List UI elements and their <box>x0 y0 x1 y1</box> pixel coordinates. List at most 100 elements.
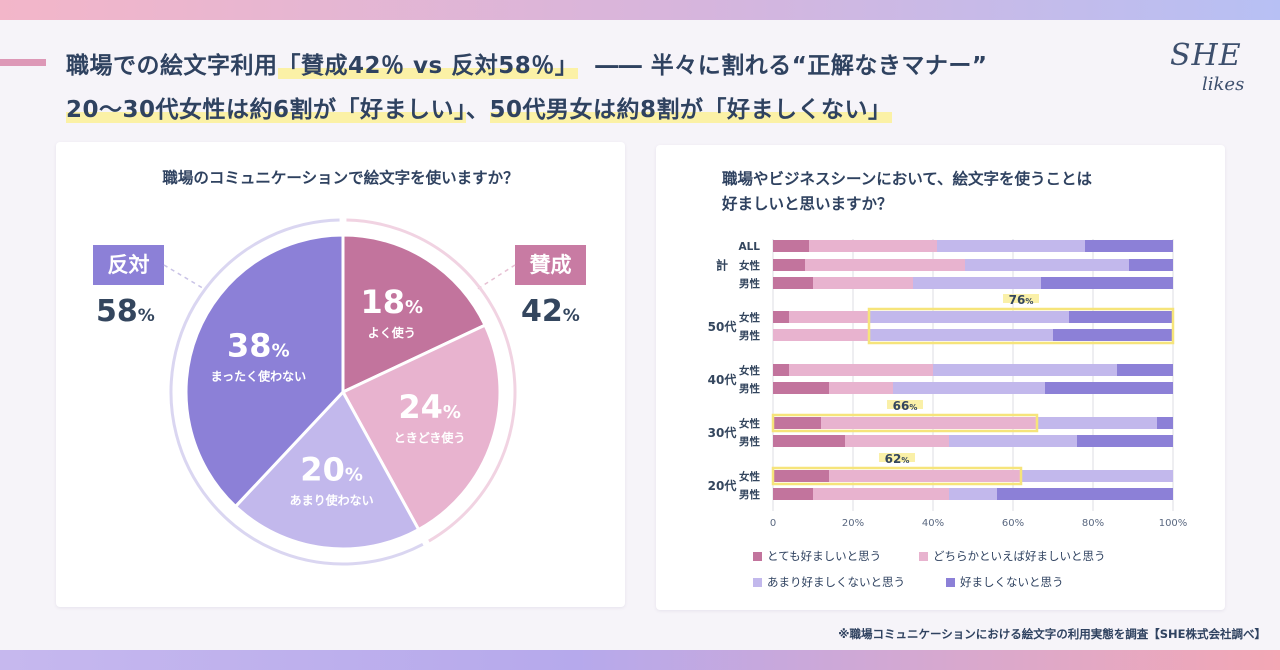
bottom-gradient-band <box>0 650 1280 670</box>
legend-item: どちらかといえば好ましいと思う <box>919 548 1106 564</box>
group-label: 20代 <box>708 478 737 493</box>
bar-seg-rarely <box>933 364 1117 376</box>
slice-often-label: よく使う <box>368 325 416 340</box>
bar-seg-never <box>1129 259 1173 271</box>
bar-seg-often <box>773 259 805 271</box>
bar-seg-never <box>1041 277 1173 289</box>
row-label: 男性 <box>739 277 760 290</box>
headline-text: 職場での絵文字利用 <box>66 53 278 79</box>
bar-seg-never <box>997 488 1173 500</box>
bar-seg-rarely <box>1037 417 1157 429</box>
pie-chart-panel: 職場のコミュニケーションで絵文字を使いますか？ 反対 58% 賛成 42% 18… <box>56 142 625 607</box>
bar-seg-often <box>773 277 813 289</box>
headline-highlight-young: 20〜30代女性は約6割が「好ましい」 <box>66 97 467 123</box>
for-tag: 賛成 <box>515 245 586 285</box>
bar-seg-never <box>1157 417 1173 429</box>
x-tick-label: 80% <box>1082 518 1104 529</box>
bar-chart-title-line-2: 好ましいと思いますか？ <box>722 195 893 213</box>
highlight-box <box>771 466 1023 486</box>
x-tick-label: 40% <box>922 518 944 529</box>
x-tick-label: 60% <box>1002 518 1024 529</box>
bar-seg-sometimes <box>829 382 893 394</box>
bar-seg-never <box>1053 329 1173 341</box>
slice-sometimes <box>340 323 502 532</box>
bar-chart-panel: 職場やビジネスシーンにおいて、絵文字を使うことは 好ましいと思いますか？ 0 20… <box>656 145 1225 610</box>
bar-seg-rarely <box>1021 470 1173 482</box>
group-label: 30代 <box>708 425 737 440</box>
logo-likes: likes <box>1202 74 1245 95</box>
row-label: 女性 <box>739 311 760 324</box>
group-label: 40代 <box>708 372 737 387</box>
bar-seg-sometimes <box>813 277 913 289</box>
row-label: 男性 <box>739 329 760 342</box>
legend-item: 好ましくないと思う <box>946 574 1064 590</box>
slice-rarely-label: あまり使わない <box>290 492 374 507</box>
bar-seg-never <box>1077 435 1173 447</box>
title-accent-bar <box>0 59 46 66</box>
highlight-label: 66% <box>893 399 918 413</box>
against-percent: 58% <box>96 294 155 329</box>
bar-seg-sometimes <box>789 311 869 323</box>
headline-separator: 、 <box>466 97 490 123</box>
bar-seg-rarely <box>869 311 1069 323</box>
bar-seg-often <box>773 435 845 447</box>
she-likes-logo: SHE likes <box>1166 38 1260 104</box>
for-percent-sign: % <box>562 306 580 326</box>
bar-seg-often <box>773 240 809 252</box>
highlight-box <box>771 413 1039 433</box>
bar-seg-often <box>773 417 821 429</box>
bar-seg-rarely <box>937 240 1085 252</box>
group-label: 計 <box>716 258 728 273</box>
legend-label: どちらかといえば好ましいと思う <box>933 549 1106 563</box>
legend-item: とても好ましいと思う <box>753 548 881 564</box>
legend-label: あまり好ましくないと思う <box>767 575 905 589</box>
bar-seg-often <box>773 311 789 323</box>
x-tick-label: 20% <box>842 518 864 529</box>
slice-never <box>184 233 345 509</box>
legend-swatch <box>946 578 955 587</box>
footnote: ※職場コミュニケーションにおける絵文字の利用実態を調査【SHE株式会社調べ】 <box>838 627 1266 641</box>
bar-seg-sometimes <box>809 240 937 252</box>
bar-seg-sometimes <box>805 259 965 271</box>
bar-seg-sometimes <box>789 364 933 376</box>
bar-seg-rarely <box>965 259 1129 271</box>
bar-seg-rarely <box>949 435 1077 447</box>
against-percent-value: 58 <box>96 294 138 329</box>
legend-label: 好ましくないと思う <box>960 575 1064 589</box>
bar-seg-often <box>773 364 789 376</box>
legend-swatch <box>919 552 928 561</box>
slice-never-label: まったく使わない <box>211 368 307 383</box>
for-group-arc <box>346 218 517 543</box>
row-label: 男性 <box>739 488 760 501</box>
row-label: 女性 <box>739 259 760 272</box>
row-label: 女性 <box>739 417 760 430</box>
against-tag: 反対 <box>93 245 164 285</box>
highlight-box <box>867 307 1175 345</box>
bar-seg-never <box>1045 382 1173 394</box>
highlight-marker <box>887 400 923 409</box>
bar-seg-never <box>1085 240 1173 252</box>
x-tick-label: 0 <box>770 518 776 529</box>
legend-item: あまり好ましくないと思う <box>753 574 905 590</box>
highlight-label: 76% <box>1009 293 1034 307</box>
legend-label: とても好ましいと思う <box>767 549 882 563</box>
legend-swatch <box>753 552 762 561</box>
bar-chart-title-line-1: 職場やビジネスシーンにおいて、絵文字を使うことは <box>722 170 1092 188</box>
bar-seg-often <box>773 382 829 394</box>
against-leader-line <box>163 264 207 291</box>
x-tick-label: 100% <box>1159 518 1188 529</box>
bar-seg-sometimes <box>829 470 1021 482</box>
row-label: 女性 <box>739 470 760 483</box>
row-label: ALL <box>738 241 760 253</box>
pie-chart-title: 職場のコミュニケーションで絵文字を使いますか？ <box>162 169 519 187</box>
bar-seg-sometimes <box>821 417 1037 429</box>
bar-seg-often <box>773 470 829 482</box>
headline-subtitle: ―― 半々に割れる“正解なきマナー” <box>595 53 988 79</box>
highlight-marker <box>879 453 915 462</box>
headline-highlight-50s: 50代男女は約8割が「好ましくない」 <box>489 97 892 123</box>
bar-seg-rarely <box>949 488 997 500</box>
bar-seg-often <box>773 488 813 500</box>
headline-line-2: 20〜30代女性は約6割が「好ましい」、50代男女は約8割が「好ましくない」 <box>66 90 892 124</box>
top-gradient-band <box>0 0 1280 20</box>
